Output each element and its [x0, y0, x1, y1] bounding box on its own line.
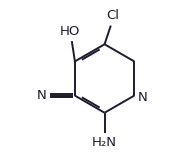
Text: H₂N: H₂N — [92, 136, 117, 149]
Text: N: N — [138, 91, 148, 104]
Text: HO: HO — [60, 25, 80, 38]
Text: N: N — [36, 89, 46, 102]
Text: Cl: Cl — [106, 9, 119, 22]
